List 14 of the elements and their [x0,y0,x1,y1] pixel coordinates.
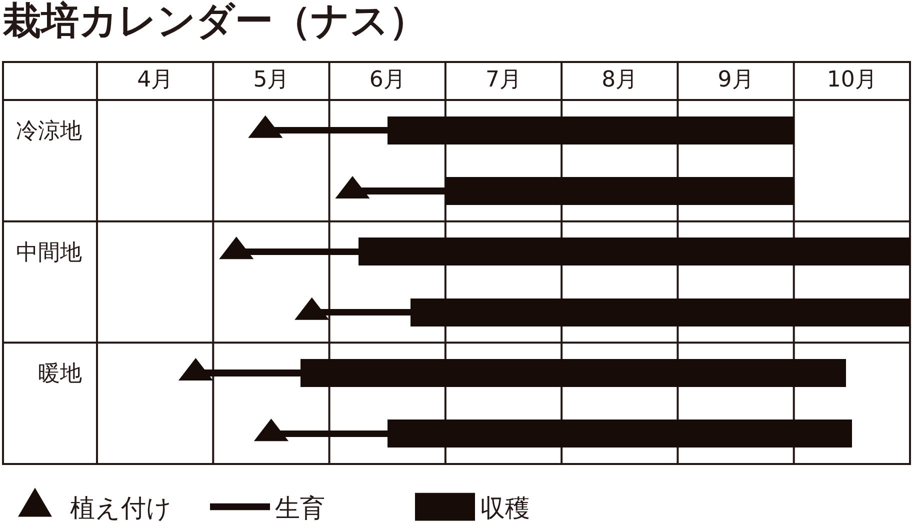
x-tick-label: 6月 [369,68,406,93]
y-tick-label: 冷涼地 [16,119,82,144]
x-tick-label: 8月 [602,68,638,93]
x-tick-label: 10月 [826,68,877,93]
legend-label: 植え付け [70,494,172,523]
legend-label: 生育 [275,494,325,523]
x-tick-label: 4月 [137,68,174,93]
chart-title: 栽培カレンダー（ナス） [2,0,427,43]
legend-label: 収穫 [480,494,530,523]
x-tick-label: 5月 [253,68,290,93]
y-tick-label: 暖地 [38,362,82,387]
x-tick-label: 7月 [486,68,522,93]
x-tick-label: 9月 [718,68,754,93]
y-tick-label: 中間地 [16,240,82,266]
